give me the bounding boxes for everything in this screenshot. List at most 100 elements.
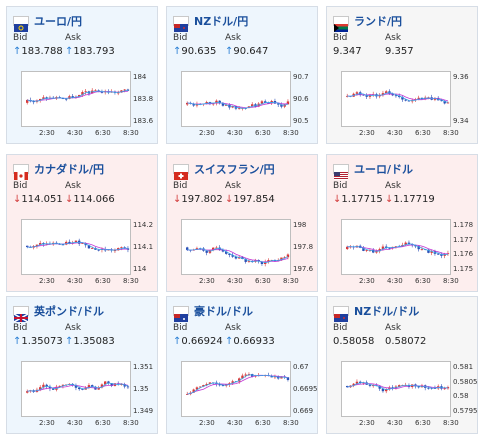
- rate-card[interactable]: カナダドル/円 Bid Ask ↓114.051 ↓114.066 114.2 114.1 1…: [6, 154, 158, 292]
- x-tick-label: 2:30: [39, 277, 55, 285]
- y-tick-label: 90.6: [293, 95, 309, 103]
- y-tick-label: 1.177: [453, 235, 474, 244]
- candle: [120, 90, 123, 93]
- moving-average-line-short: [27, 382, 129, 392]
- currency-pair-link[interactable]: ユーロ/円: [34, 15, 83, 28]
- candle: [225, 251, 228, 254]
- price-chart[interactable]: 198 197.8 197.6 2:30 4:30 6:30 8:30: [173, 217, 313, 289]
- chart-plot-area: [181, 219, 291, 275]
- candle: [417, 97, 420, 100]
- price-chart[interactable]: 0.581 0.5805 0.58 0.5795 2:30 4:30 6:30 8:30: [333, 359, 477, 431]
- currency-pair-link[interactable]: ユーロ/ドル: [354, 163, 414, 176]
- candle: [286, 101, 290, 105]
- candle: [264, 262, 267, 264]
- candle: [437, 253, 440, 255]
- candle: [26, 100, 29, 103]
- ask-price: 1.35083: [73, 336, 115, 347]
- candle: [61, 384, 65, 386]
- x-tick-label: 2:30: [359, 129, 375, 137]
- card-title[interactable]: ランド/円: [333, 13, 403, 32]
- bid-arrow-icon: ↑: [173, 46, 182, 57]
- price-chart[interactable]: 1.351 1.35 1.349 2:30 4:30 6:30 8:30: [13, 359, 153, 431]
- candle: [91, 248, 94, 249]
- currency-pair-link[interactable]: 英ポンド/ドル: [34, 305, 105, 318]
- bid-value: 9.347: [333, 46, 362, 57]
- chart-plot-area: [21, 361, 131, 417]
- candle: [365, 250, 368, 251]
- candle: [446, 102, 450, 104]
- candle: [385, 246, 388, 248]
- currency-pair-link[interactable]: 豪ドル/ドル: [194, 305, 254, 318]
- card-title[interactable]: カナダドル/円: [13, 161, 105, 180]
- x-tick-label: 4:30: [227, 419, 243, 427]
- candle: [267, 260, 270, 263]
- rate-card[interactable]: ユーロ/ドル Bid Ask ↓1.17715 ↓1.17719 1.178 1.177 1.…: [326, 154, 478, 292]
- ask-arrow-icon: ↓: [65, 194, 74, 205]
- rate-card[interactable]: 豪ドル/ドル Bid Ask ↑0.66924 ↑0.66933 0.67 0.6695 0.…: [166, 296, 318, 434]
- ch-flag-icon: [173, 164, 189, 180]
- rate-card[interactable]: 英ポンド/ドル Bid Ask ↑1.35073 ↑1.35083 1.351 1.35 1.…: [6, 296, 158, 434]
- x-tick-label: 8:30: [123, 129, 139, 137]
- candle: [78, 387, 81, 390]
- candle: [427, 249, 430, 253]
- candle: [381, 246, 385, 250]
- rate-card[interactable]: ユーロ/円 Bid Ask ↑183.788 ↑183.793 184 183.8 183.6…: [6, 6, 158, 144]
- x-tick-label: 4:30: [227, 277, 243, 285]
- candle: [280, 376, 283, 379]
- candle: [81, 243, 84, 244]
- moving-average-line: [187, 248, 289, 263]
- card-title[interactable]: NZドル/円: [173, 13, 249, 32]
- bid-price: 0.58058: [333, 336, 375, 347]
- x-tick-label: 6:30: [95, 277, 111, 285]
- candle: [244, 374, 247, 376]
- candle: [362, 247, 365, 251]
- price-chart[interactable]: 1.178 1.177 1.176 1.175 2:30 4:30 6:30 8:30: [333, 217, 473, 289]
- candle: [231, 254, 234, 257]
- candle: [368, 384, 372, 386]
- ask-value: ↓114.066: [65, 194, 115, 205]
- y-tick-label: 114.2: [133, 221, 154, 229]
- price-chart[interactable]: 0.67 0.6695 0.669 2:30 4:30 6:30 8:30: [173, 359, 317, 431]
- currency-pair-link[interactable]: ランド/円: [354, 15, 403, 28]
- rate-card[interactable]: NZドル/円 Bid Ask ↑90.635 ↑90.647 90.7 90.6 90.5 2:…: [166, 6, 318, 144]
- candle: [228, 383, 231, 385]
- eu-flag-icon: [13, 16, 29, 32]
- ask-label: Ask: [65, 33, 82, 43]
- candle: [404, 242, 407, 245]
- card-title[interactable]: NZドル/ドル: [333, 303, 420, 322]
- card-title[interactable]: ユーロ/ドル: [333, 161, 414, 180]
- currency-pair-link[interactable]: スイスフラン/円: [194, 163, 275, 176]
- rate-card[interactable]: ランド/円 Bid Ask 9.347 9.357 9.36 9.34 2:30 4:30 6:3…: [326, 6, 478, 144]
- nz-flag-icon: [333, 306, 349, 322]
- currency-pair-link[interactable]: カナダドル/円: [34, 163, 105, 176]
- candle: [42, 97, 45, 99]
- candle: [42, 384, 45, 388]
- x-tick-label: 2:30: [39, 129, 55, 137]
- bid-label: Bid: [13, 323, 28, 333]
- candle: [417, 246, 420, 250]
- price-chart[interactable]: 9.36 9.34 2:30 4:30 6:30 8:30: [333, 69, 473, 141]
- nz-flag-icon: [173, 16, 189, 32]
- bid-arrow-icon: ↑: [173, 336, 182, 347]
- card-title[interactable]: ユーロ/円: [13, 13, 83, 32]
- rate-card[interactable]: スイスフラン/円 Bid Ask ↓197.802 ↓197.854 198 197.8 19…: [166, 154, 318, 292]
- ask-label: Ask: [225, 33, 242, 43]
- card-title[interactable]: 英ポンド/ドル: [13, 303, 105, 323]
- candle: [202, 385, 205, 387]
- candle: [78, 94, 81, 97]
- candle: [280, 104, 283, 107]
- candle: [120, 384, 123, 385]
- moving-average-line: [347, 383, 448, 389]
- x-tick-label: 8:30: [443, 419, 459, 427]
- ask-value: ↑1.35083: [65, 336, 115, 347]
- card-title[interactable]: 豪ドル/ドル: [173, 303, 254, 322]
- currency-pair-link[interactable]: NZドル/円: [194, 15, 249, 28]
- price-chart[interactable]: 90.7 90.6 90.5 2:30 4:30 6:30 8:30: [173, 69, 313, 141]
- price-chart[interactable]: 184 183.8 183.6 2:30 4:30 6:30 8:30: [13, 69, 153, 141]
- ask-price: 183.793: [73, 46, 115, 57]
- rate-card[interactable]: NZドル/ドル Bid Ask 0.58058 0.58072 0.581 0.5805 0.…: [326, 296, 478, 434]
- moving-average-line-short: [187, 374, 289, 395]
- card-title[interactable]: スイスフラン/円: [173, 161, 275, 180]
- price-chart[interactable]: 114.2 114.1 114 2:30 4:30 6:30 8:30: [13, 217, 153, 289]
- currency-pair-link[interactable]: NZドル/ドル: [354, 305, 420, 318]
